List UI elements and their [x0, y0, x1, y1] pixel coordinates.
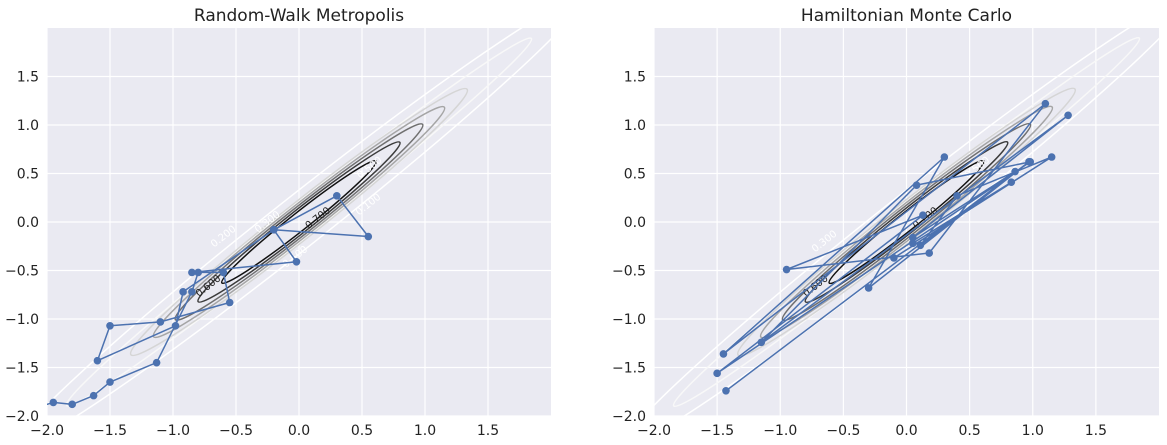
y-tick-label: 0.0 — [624, 215, 646, 231]
sample-point — [919, 211, 927, 220]
sample-point — [106, 321, 114, 330]
x-tick-label: 0.5 — [351, 423, 373, 439]
y-tick-label: −0.5 — [5, 264, 39, 280]
sample-point — [953, 192, 961, 200]
sample-point — [89, 391, 98, 400]
y-tick-label: 0.0 — [17, 215, 39, 231]
sample-point — [106, 378, 114, 386]
density-contour — [65, 37, 533, 407]
x-tick-label: 1.5 — [477, 423, 499, 439]
sample-point — [864, 284, 873, 292]
chart-title: Random-Walk Metropolis — [194, 6, 404, 26]
x-tick-label: −1.0 — [763, 423, 797, 439]
density-contour — [47, 28, 551, 416]
sample-point — [1041, 99, 1050, 108]
x-tick-label: 1.5 — [1085, 423, 1107, 439]
x-tick-label: −2.0 — [637, 423, 671, 439]
grid — [46, 28, 551, 417]
rwm-panel: 0.7000.6000.5000.5000.3000.2000.100−2.0−… — [5, 6, 551, 439]
x-tick-label: −0.5 — [826, 423, 860, 439]
sample-path — [716, 102, 1069, 392]
x-tick-label: −1.5 — [700, 423, 734, 439]
sample-point — [909, 239, 917, 248]
x-tick-label: 0.0 — [895, 423, 917, 439]
x-tick-label: −1.0 — [156, 423, 190, 439]
density-contour — [220, 159, 378, 285]
sample-point — [890, 254, 898, 262]
sample-point — [713, 369, 721, 378]
y-tick-label: 1.0 — [624, 118, 646, 134]
sample-point — [757, 338, 766, 347]
x-tick-label: −2.0 — [30, 423, 64, 439]
sample-point — [194, 268, 202, 277]
x-tick-label: 1.0 — [414, 423, 436, 439]
y-tick-label: 0.5 — [624, 167, 646, 183]
density-contour — [152, 105, 446, 339]
y-tick-label: 1.5 — [17, 70, 39, 86]
x-tick-label: −0.5 — [219, 423, 253, 439]
x-tick-label: 1.0 — [1022, 423, 1044, 439]
y-tick-label: 0.5 — [17, 167, 39, 183]
sample-point — [270, 225, 278, 234]
y-tick-label: 1.5 — [624, 70, 646, 86]
sample-point — [68, 400, 76, 409]
sample-point — [219, 268, 228, 277]
sample-point — [912, 181, 921, 189]
y-tick-label: −1.0 — [5, 312, 39, 328]
sample-point — [1064, 111, 1072, 120]
sample-point — [1047, 153, 1056, 161]
grid — [653, 28, 1159, 417]
sample-point — [782, 265, 791, 274]
density-contour — [736, 87, 1077, 357]
density-contour — [197, 141, 401, 303]
density-contour — [804, 140, 1009, 304]
sample-point — [188, 268, 196, 277]
sample-point — [940, 153, 949, 161]
sample-point — [179, 288, 187, 296]
sample-point — [152, 358, 161, 367]
sample-point — [909, 233, 917, 242]
x-tick-label: 0.5 — [958, 423, 980, 439]
sample-point — [225, 298, 234, 307]
y-tick-label: −1.5 — [5, 361, 39, 377]
sample-point — [925, 249, 934, 257]
sample-point — [188, 288, 196, 296]
y-tick-label: −0.5 — [612, 264, 646, 280]
y-tick-label: 1.0 — [17, 118, 39, 134]
sample-point — [719, 350, 728, 358]
y-tick-label: −1.5 — [612, 361, 646, 377]
x-tick-label: −1.5 — [93, 423, 127, 439]
sample-point — [1011, 167, 1019, 176]
sample-point — [1026, 158, 1035, 166]
sample-point — [292, 257, 301, 266]
sample-point — [722, 386, 730, 395]
sample-point — [333, 192, 341, 200]
sample-point — [171, 321, 180, 330]
sample-point — [364, 232, 373, 241]
x-tick-label: 0.0 — [288, 423, 310, 439]
sample-point — [156, 318, 165, 326]
sample-point — [93, 356, 102, 365]
sample-point — [1007, 178, 1016, 187]
y-tick-label: −2.0 — [612, 409, 646, 425]
sample-point — [916, 241, 925, 250]
sample-point — [49, 398, 58, 407]
chart-title: Hamiltonian Monte Carlo — [801, 6, 1012, 26]
y-tick-label: −2.0 — [5, 409, 39, 425]
y-tick-label: −1.0 — [612, 312, 646, 328]
density-contour — [129, 87, 469, 357]
